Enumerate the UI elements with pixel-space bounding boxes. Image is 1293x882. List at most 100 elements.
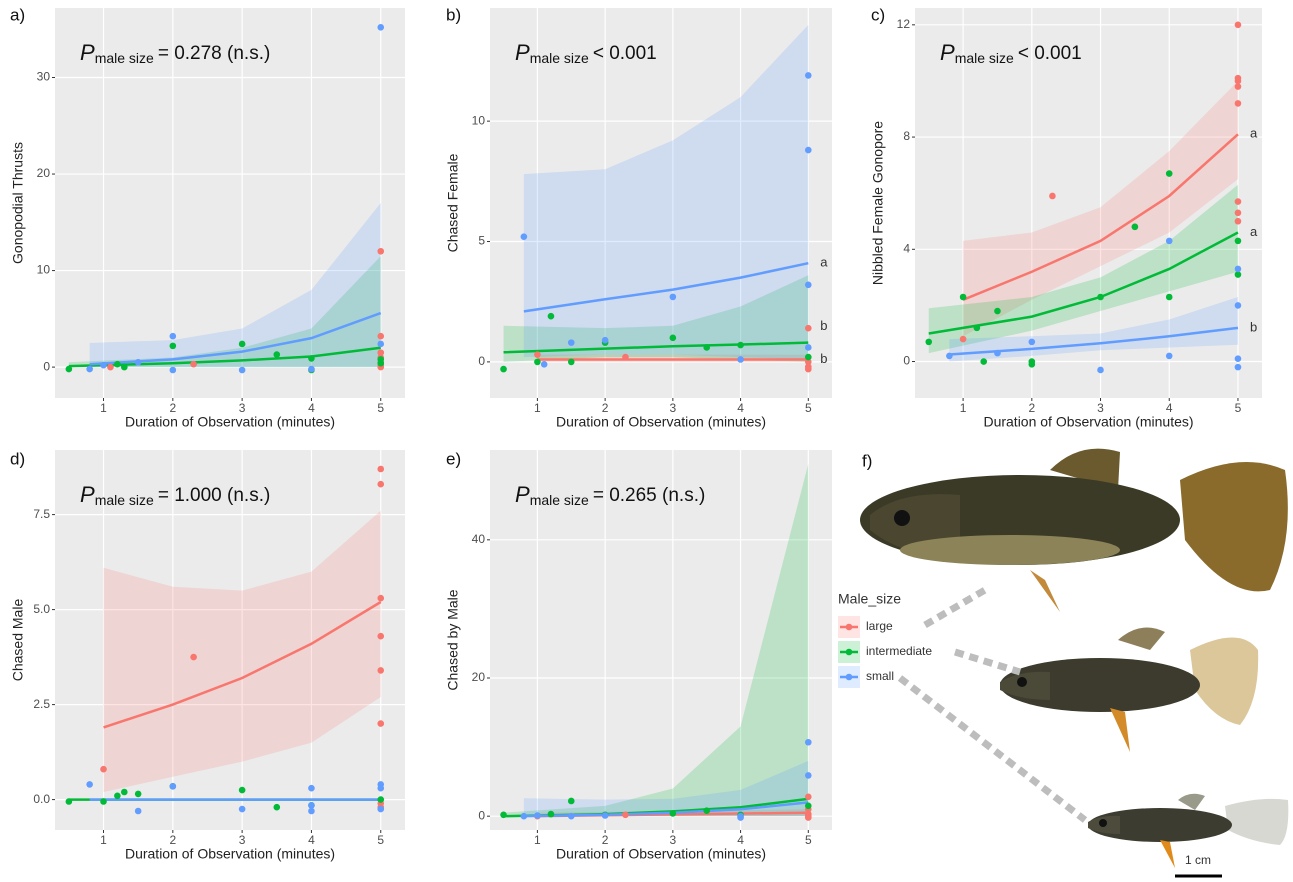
data-point	[1029, 361, 1036, 368]
data-point	[273, 351, 280, 358]
panel-label: b)	[446, 5, 461, 24]
data-point	[1235, 210, 1242, 217]
data-point	[974, 325, 981, 332]
data-point	[534, 359, 541, 366]
data-point	[805, 794, 812, 801]
data-point	[805, 344, 812, 351]
stat-value: < 0.001	[593, 43, 657, 64]
stat-symbol: P	[515, 40, 530, 65]
data-point	[377, 356, 384, 363]
data-point	[377, 466, 384, 473]
group-letter: b	[820, 351, 827, 366]
data-point	[568, 339, 575, 346]
x-tick-label: 1	[100, 401, 107, 415]
data-point	[602, 337, 609, 344]
data-point	[170, 367, 177, 374]
data-point	[1166, 238, 1173, 245]
panel-label: e)	[446, 449, 461, 468]
stat-symbol: P	[515, 482, 530, 507]
data-point	[670, 810, 677, 817]
data-point	[100, 766, 107, 773]
data-point	[377, 633, 384, 640]
data-point	[190, 654, 197, 661]
y-tick-label: 7.5	[33, 507, 50, 521]
x-axis-title: Duration of Observation (minutes)	[556, 414, 766, 430]
legend-key-point	[846, 624, 853, 631]
panel-label: d)	[10, 449, 25, 468]
data-point	[548, 313, 555, 320]
x-axis-title: Duration of Observation (minutes)	[983, 414, 1193, 430]
data-point	[568, 798, 575, 805]
x-tick-label: 5	[805, 833, 812, 847]
data-point	[377, 785, 384, 792]
data-point	[500, 366, 507, 373]
x-axis-title: Duration of Observation (minutes)	[125, 846, 335, 862]
stat-subscript: male size	[530, 50, 589, 66]
data-point	[805, 354, 812, 361]
data-point	[190, 361, 197, 368]
legend-entry: intermediate	[866, 644, 932, 658]
stat-symbol: P	[940, 40, 955, 65]
data-point	[960, 336, 967, 343]
stat-value: = 0.265 (n.s.)	[593, 485, 705, 506]
data-point	[737, 356, 744, 363]
data-point	[805, 803, 812, 810]
y-tick-label: 10	[37, 263, 51, 277]
data-point	[377, 806, 384, 813]
data-point	[239, 787, 246, 794]
data-point	[521, 813, 528, 820]
data-point	[86, 781, 93, 788]
data-point	[1235, 75, 1242, 82]
data-point	[805, 366, 812, 373]
data-point	[170, 343, 177, 350]
scale-label: 1 cm	[1185, 853, 1211, 867]
y-tick-label: 0	[43, 359, 50, 373]
stat-subscript: male size	[95, 50, 154, 66]
data-point	[805, 72, 812, 79]
data-point	[805, 147, 812, 154]
x-tick-label: 1	[534, 401, 541, 415]
y-axis-title: Nibbled Female Gonopore	[870, 121, 886, 285]
data-point	[66, 798, 73, 805]
data-point	[703, 807, 710, 814]
y-axis-title: Chased by Male	[445, 589, 461, 690]
data-point	[1235, 22, 1242, 29]
stat-value: < 0.001	[1018, 43, 1082, 64]
data-point	[534, 812, 541, 819]
stat-symbol: P	[80, 40, 95, 65]
y-tick-label: 40	[472, 532, 486, 546]
y-axis-title: Chased Male	[10, 599, 26, 682]
data-point	[670, 294, 677, 301]
data-point	[602, 812, 609, 819]
data-point	[568, 813, 575, 820]
data-point	[377, 481, 384, 488]
stat-value: = 1.000 (n.s.)	[158, 485, 270, 506]
data-point	[946, 353, 953, 360]
data-point	[1235, 355, 1242, 362]
data-point	[805, 772, 812, 779]
fish-intermediate	[1000, 628, 1258, 753]
data-point	[568, 359, 575, 366]
data-point	[1166, 353, 1173, 360]
data-point	[1166, 170, 1173, 177]
y-tick-label: 5.0	[33, 602, 50, 616]
data-point	[1166, 294, 1173, 301]
legend-entry: large	[866, 619, 893, 633]
x-axis-title: Duration of Observation (minutes)	[556, 846, 766, 862]
data-point	[377, 595, 384, 602]
data-point	[622, 354, 629, 361]
panel: 123450510Duration of Observation (minute…	[445, 5, 832, 429]
data-point	[548, 811, 555, 818]
group-letter: a	[1250, 224, 1258, 239]
fish-photos	[860, 449, 1288, 876]
y-tick-label: 0	[903, 354, 910, 368]
data-point	[737, 814, 744, 821]
data-point	[1235, 198, 1242, 205]
figure: f) Male_size 1 cm 123450102030Duration o…	[0, 0, 1293, 882]
data-point	[1029, 339, 1036, 346]
legend-entry: small	[866, 669, 894, 683]
data-point	[121, 364, 128, 371]
y-axis-title: Chased Female	[445, 153, 461, 252]
